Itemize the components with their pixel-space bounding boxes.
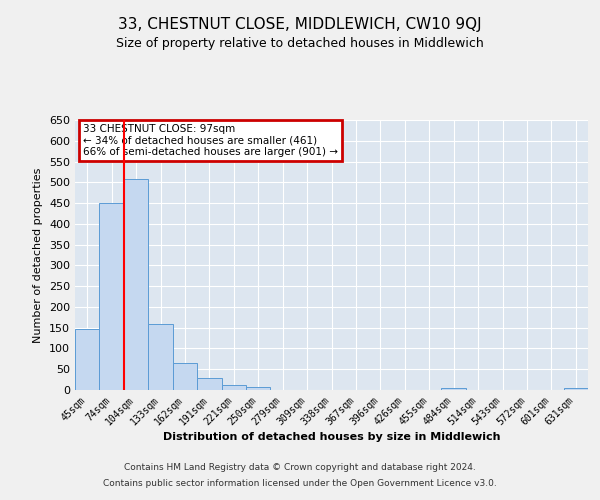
Text: Size of property relative to detached houses in Middlewich: Size of property relative to detached ho…: [116, 38, 484, 51]
Text: 33, CHESTNUT CLOSE, MIDDLEWICH, CW10 9QJ: 33, CHESTNUT CLOSE, MIDDLEWICH, CW10 9QJ: [118, 18, 482, 32]
Bar: [124, 180, 148, 390]
X-axis label: Distribution of detached houses by size in Middlewich: Distribution of detached houses by size …: [163, 432, 500, 442]
Bar: [197, 378, 221, 390]
Text: Contains HM Land Registry data © Crown copyright and database right 2024.: Contains HM Land Registry data © Crown c…: [124, 464, 476, 472]
Text: Contains public sector information licensed under the Open Government Licence v3: Contains public sector information licen…: [103, 478, 497, 488]
Bar: [246, 387, 271, 390]
Bar: [148, 324, 173, 390]
Y-axis label: Number of detached properties: Number of detached properties: [34, 168, 43, 342]
Bar: [442, 388, 466, 390]
Bar: [100, 203, 124, 390]
Bar: [563, 388, 588, 390]
Bar: [75, 328, 100, 390]
Text: 33 CHESTNUT CLOSE: 97sqm
← 34% of detached houses are smaller (461)
66% of semi-: 33 CHESTNUT CLOSE: 97sqm ← 34% of detach…: [83, 124, 338, 157]
Bar: [173, 363, 197, 390]
Bar: [221, 385, 246, 390]
